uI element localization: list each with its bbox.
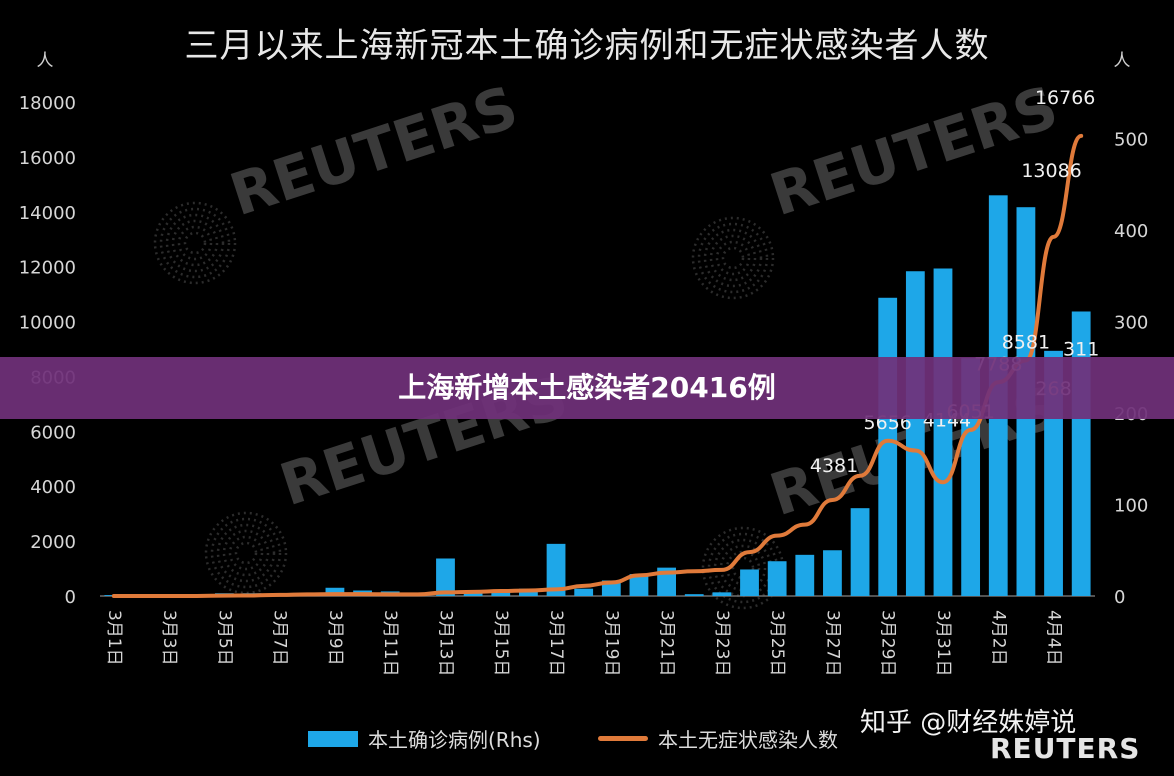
bar [436, 558, 455, 596]
data-label: 8581 [1002, 331, 1050, 353]
x-tick-label: 3月11日 [380, 610, 400, 676]
x-tick-label: 3月17日 [546, 610, 566, 676]
watermark-dots [165, 213, 225, 273]
headline-banner: 上海新增本土感染者20416例 [0, 357, 1174, 419]
right-axis-unit: 人 [1114, 51, 1131, 71]
x-tick-label: 4月4日 [1044, 610, 1064, 666]
bar [905, 271, 925, 596]
chart-title: 三月以来上海新冠本土确诊病例和无症状感染者人数 [184, 26, 990, 66]
bar [491, 591, 511, 596]
data-label: 13086 [1021, 160, 1081, 182]
watermark-dots [719, 544, 767, 592]
x-tick-label: 3月7日 [270, 610, 290, 666]
x-tick-label: 3月31日 [933, 610, 953, 676]
left-axis-tick-label: 2000 [30, 532, 76, 553]
bar [546, 543, 566, 596]
left-axis-tick-label: 12000 [19, 258, 76, 279]
x-tick-label: 3月9日 [325, 610, 345, 666]
legend-item-bar: 本土确诊病例(Rhs) [308, 724, 541, 753]
x-tick-label: 3月3日 [159, 610, 179, 666]
watermark-dots [222, 529, 270, 577]
x-tick-label: 3月19日 [601, 610, 621, 676]
x-tick-label: 3月27日 [822, 610, 842, 676]
right-axis-tick-label: 0 [1114, 587, 1125, 608]
reuters-watermark: REUTERS [222, 73, 525, 229]
line-series [111, 133, 1084, 598]
watermark-dots [159, 207, 231, 279]
bar [574, 588, 594, 596]
left-axis-tick-label: 4000 [30, 477, 76, 498]
x-tick-label: 3月5日 [214, 610, 234, 666]
left-axis-tick-label: 14000 [19, 203, 76, 224]
left-axis-tick-label: 18000 [19, 93, 76, 114]
right-axis-tick-label: 100 [1114, 496, 1148, 517]
watermark-dots [210, 517, 282, 589]
bar [712, 592, 732, 596]
x-tick-label: 3月15日 [491, 610, 511, 676]
watermark-dots [171, 219, 219, 267]
watermark-dots [177, 225, 213, 261]
x-tick-label: 3月29日 [878, 610, 898, 676]
watermark-dots [216, 523, 276, 583]
watermark-dots [697, 222, 769, 294]
watermark-dots [721, 246, 745, 270]
x-tick-label: 3月23日 [712, 610, 732, 676]
bar [629, 574, 649, 596]
data-label: 16766 [1035, 87, 1095, 109]
bar [684, 594, 704, 596]
left-axis-tick-label: 6000 [30, 422, 76, 443]
watermark-dots [691, 216, 775, 300]
left-axis-tick-label: 16000 [19, 148, 76, 169]
legend-line-swatch [598, 736, 648, 741]
right-axis-tick-label: 500 [1114, 130, 1148, 151]
legend-item-line: 本土无症状感染人数 [598, 724, 838, 753]
bar [850, 508, 870, 596]
left-axis-tick-label: 10000 [19, 313, 76, 334]
x-tick-label: 3月13日 [435, 610, 455, 676]
watermark-dots [228, 535, 264, 571]
x-tick-label: 3月25日 [767, 610, 787, 676]
bar [325, 587, 345, 596]
bar [933, 268, 953, 596]
watermark-dots [204, 511, 288, 595]
x-tick-label: 4月2日 [988, 610, 1008, 666]
bar [740, 569, 759, 596]
watermark-dots [709, 234, 757, 282]
left-axis-tick-label: 0 [65, 587, 76, 608]
legend-bar-label: 本土确诊病例(Rhs) [368, 728, 541, 752]
watermark-dots [731, 556, 755, 580]
watermark-dots [715, 240, 751, 276]
reuters-watermark: REUTERS [762, 73, 1065, 229]
bar [795, 554, 815, 596]
x-tick-label: 3月21日 [657, 610, 677, 676]
watermark-dots [703, 228, 763, 288]
legend-line-label: 本土无症状感染人数 [658, 728, 838, 752]
bar [767, 561, 787, 596]
data-label: 4381 [810, 455, 858, 477]
credit-text: 知乎 @财经姝婷说 [860, 708, 1077, 738]
right-axis-tick-label: 300 [1114, 313, 1148, 334]
right-axis-tick-label: 400 [1114, 221, 1148, 242]
data-label: 311 [1063, 338, 1099, 360]
watermark-dots [153, 201, 237, 285]
x-tick-label: 3月1日 [104, 610, 124, 666]
watermark-dots [183, 231, 207, 255]
legend-bar-swatch [308, 730, 358, 747]
left-axis-unit: 人 [37, 51, 54, 71]
reuters-logo: REUTERS [990, 732, 1141, 765]
bar [463, 592, 483, 596]
bar [823, 550, 842, 596]
watermark-dots [234, 541, 258, 565]
